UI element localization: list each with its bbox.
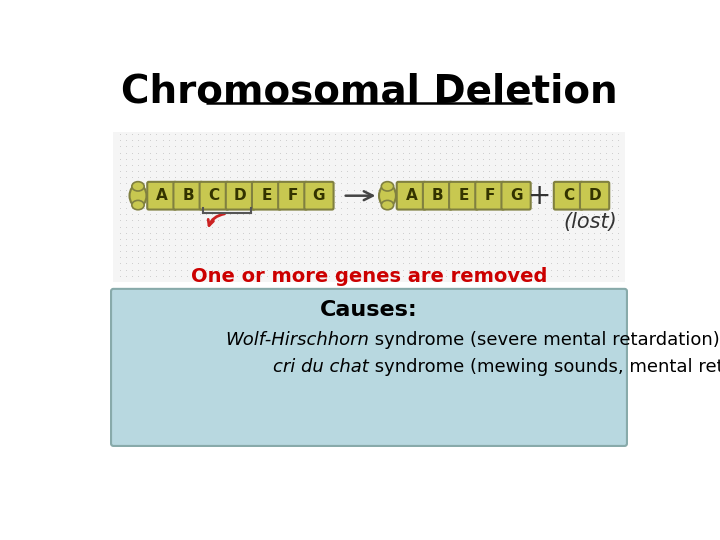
FancyBboxPatch shape: [501, 182, 531, 210]
FancyBboxPatch shape: [397, 182, 426, 210]
FancyBboxPatch shape: [252, 182, 282, 210]
Ellipse shape: [382, 181, 394, 191]
Text: syndrome (severe mental retardation): syndrome (severe mental retardation): [369, 330, 720, 349]
Text: F: F: [287, 188, 298, 203]
Text: C: C: [563, 188, 574, 203]
Text: A: A: [156, 188, 168, 203]
FancyBboxPatch shape: [278, 182, 307, 210]
Text: One or more genes are removed: One or more genes are removed: [191, 267, 547, 286]
Text: +: +: [528, 181, 552, 210]
Text: Wolf-Hirschhorn: Wolf-Hirschhorn: [225, 330, 369, 349]
Text: B: B: [432, 188, 444, 203]
Ellipse shape: [382, 200, 394, 210]
FancyBboxPatch shape: [423, 182, 452, 210]
Text: D: D: [234, 188, 247, 203]
Text: syndrome (mewing sounds, mental retardation): syndrome (mewing sounds, mental retardat…: [369, 357, 720, 376]
Text: (lost): (lost): [564, 212, 618, 232]
FancyBboxPatch shape: [475, 182, 505, 210]
Ellipse shape: [132, 200, 144, 210]
FancyBboxPatch shape: [554, 182, 583, 210]
Text: E: E: [261, 188, 271, 203]
FancyBboxPatch shape: [148, 182, 176, 210]
Text: D: D: [588, 188, 601, 203]
Text: C: C: [209, 188, 220, 203]
FancyBboxPatch shape: [305, 182, 333, 210]
FancyBboxPatch shape: [111, 289, 627, 446]
Ellipse shape: [132, 181, 144, 191]
Ellipse shape: [130, 184, 146, 207]
FancyBboxPatch shape: [449, 182, 478, 210]
FancyBboxPatch shape: [113, 132, 625, 282]
Text: G: G: [312, 188, 325, 203]
Text: G: G: [510, 188, 522, 203]
FancyBboxPatch shape: [174, 182, 203, 210]
FancyBboxPatch shape: [580, 182, 609, 210]
Text: E: E: [459, 188, 469, 203]
Text: cri du chat: cri du chat: [274, 357, 369, 376]
Text: B: B: [182, 188, 194, 203]
Ellipse shape: [379, 184, 396, 207]
FancyBboxPatch shape: [226, 182, 255, 210]
Text: A: A: [405, 188, 417, 203]
Text: Causes:: Causes:: [320, 300, 418, 320]
Text: F: F: [485, 188, 495, 203]
Text: Chromosomal Deletion: Chromosomal Deletion: [121, 73, 617, 111]
FancyBboxPatch shape: [199, 182, 229, 210]
